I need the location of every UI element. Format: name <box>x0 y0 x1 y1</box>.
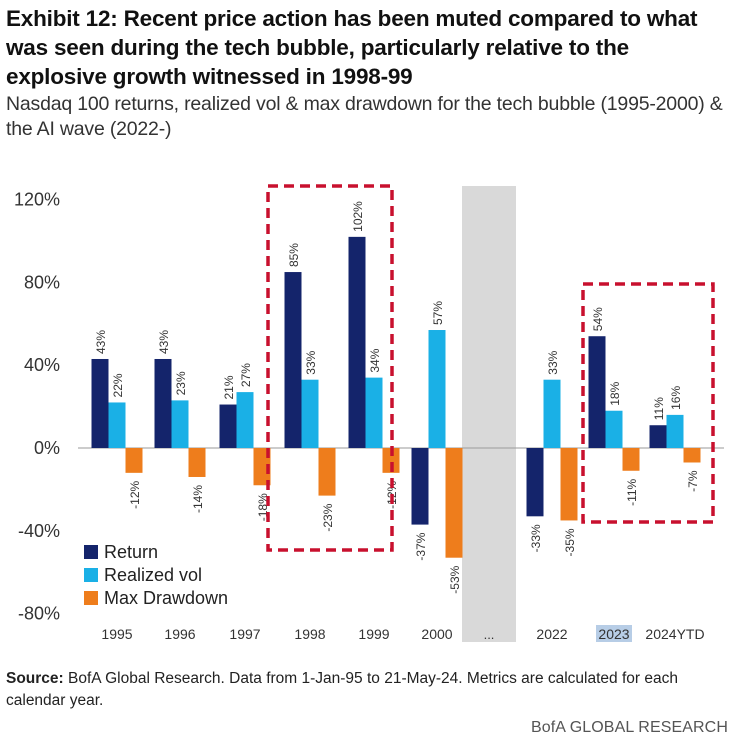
data-label: 43% <box>94 330 108 354</box>
x-tick-label: 2000 <box>421 626 452 642</box>
data-label: 33% <box>546 350 560 374</box>
x-tick-label: ... <box>484 627 495 642</box>
data-label: -53% <box>448 565 462 593</box>
legend-swatch <box>84 568 98 582</box>
bar-realized-vol <box>605 410 623 448</box>
data-label: 43% <box>157 330 171 354</box>
bar-realized-vol <box>666 414 684 448</box>
bar-realized-vol <box>108 402 126 448</box>
y-tick-label: -80% <box>18 604 60 624</box>
bar-chart: 43% 43% 21% 85% 102% -37% -33% 54% 11% 22% 23% 27% 3… <box>14 184 724 642</box>
bar-return <box>219 404 237 448</box>
chart-subtitle: Nasdaq 100 returns, realized vol & max d… <box>6 93 723 140</box>
data-label: -11% <box>625 478 639 505</box>
data-label: 33% <box>304 350 318 374</box>
bar-return <box>649 425 667 448</box>
y-tick-label: 0% <box>34 438 60 458</box>
x-tick-label: 2024YTD <box>645 626 704 642</box>
legend-label: Return <box>104 542 158 562</box>
highlight-box <box>266 184 394 552</box>
data-label: 54% <box>591 307 605 331</box>
bar-realized-vol <box>301 379 319 448</box>
bar-max-drawdown <box>683 448 701 463</box>
selected-category-highlight <box>596 625 632 642</box>
bar-max-drawdown <box>622 448 640 471</box>
bar-realized-vol <box>171 400 189 448</box>
legend-label: Realized vol <box>104 565 202 585</box>
legend-swatch <box>84 545 98 559</box>
x-tick-label: 1999 <box>358 626 389 642</box>
data-label: -12% <box>128 481 142 509</box>
data-label: -37% <box>414 532 428 560</box>
chart-title: Exhibit 12: Recent price action has been… <box>6 6 698 89</box>
source-text: BofA Global Research. Data from 1-Jan-95… <box>6 670 678 709</box>
data-label: 16% <box>669 386 683 410</box>
bar-return <box>526 448 544 517</box>
y-tick-label: 120% <box>14 190 60 210</box>
data-label: -23% <box>321 503 335 531</box>
data-label: -35% <box>563 528 577 556</box>
bar-return <box>411 448 429 525</box>
data-label: -7% <box>686 470 700 492</box>
x-tick-label: 2022 <box>536 626 567 642</box>
bar-return <box>588 336 606 448</box>
source-label: Source: <box>6 670 64 687</box>
bar-max-drawdown <box>560 448 578 521</box>
data-label: 11% <box>652 397 666 420</box>
bar-return <box>91 358 109 448</box>
legend-swatch <box>84 591 98 605</box>
highlight-box <box>581 282 715 524</box>
bar-return <box>348 236 366 448</box>
x-tick-label: 2023 <box>598 626 629 642</box>
x-tick-label: 1995 <box>101 626 132 642</box>
data-label: 57% <box>431 301 445 325</box>
gap-band <box>462 186 516 642</box>
source-note: Source: BofA Global Research. Data from … <box>6 668 726 712</box>
x-tick-label: 1997 <box>229 626 260 642</box>
bar-realized-vol <box>365 377 383 448</box>
data-label: 102% <box>351 201 365 232</box>
y-tick-label: -40% <box>18 521 60 541</box>
y-tick-label: 40% <box>24 355 60 375</box>
x-tick-label: 1996 <box>164 626 195 642</box>
bar-max-drawdown <box>125 448 143 473</box>
legend-label: Max Drawdown <box>104 588 228 608</box>
bar-return <box>284 272 302 448</box>
bar-max-drawdown <box>382 448 400 473</box>
bar-realized-vol <box>236 392 254 448</box>
bar-realized-vol <box>428 330 446 448</box>
x-tick-label: 1998 <box>294 626 325 642</box>
bar-realized-vol <box>543 379 561 448</box>
data-label: 85% <box>287 243 301 267</box>
data-label: -33% <box>529 524 543 552</box>
data-label: -14% <box>191 485 205 513</box>
data-label: 18% <box>608 381 622 405</box>
y-tick-label: 80% <box>24 272 60 292</box>
data-label: 21% <box>222 375 236 399</box>
bar-return <box>154 358 172 448</box>
data-label: 23% <box>174 371 188 395</box>
data-label: 27% <box>239 363 253 387</box>
bar-max-drawdown <box>188 448 206 477</box>
bar-max-drawdown <box>318 448 336 496</box>
brand-footer: BofA GLOBAL RESEARCH <box>530 719 728 736</box>
bar-max-drawdown <box>445 448 463 558</box>
data-label: 22% <box>111 373 125 397</box>
data-label: 34% <box>368 348 382 372</box>
